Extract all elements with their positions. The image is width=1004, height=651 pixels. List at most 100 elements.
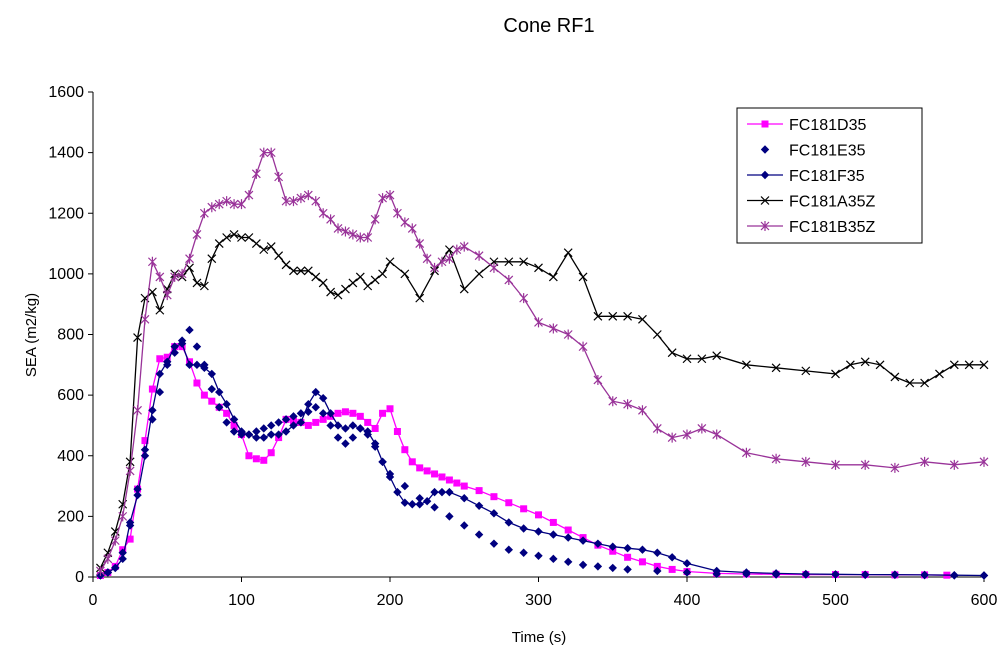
y-tick-label: 1200 bbox=[48, 205, 84, 222]
data-point bbox=[623, 544, 632, 553]
data-point bbox=[333, 421, 343, 430]
data-point bbox=[682, 568, 692, 577]
data-point bbox=[341, 408, 349, 416]
data-point bbox=[489, 509, 499, 518]
data-point bbox=[593, 311, 603, 321]
data-point bbox=[333, 223, 343, 234]
data-point bbox=[437, 487, 447, 497]
data-point bbox=[133, 490, 142, 500]
x-tick-label: 300 bbox=[525, 592, 552, 609]
data-point bbox=[252, 433, 261, 442]
data-point bbox=[949, 360, 959, 370]
data-point bbox=[920, 570, 929, 580]
data-point bbox=[311, 387, 320, 397]
data-point bbox=[251, 168, 261, 179]
data-point bbox=[341, 284, 350, 294]
data-point bbox=[608, 563, 617, 573]
legend-marker bbox=[760, 170, 770, 180]
data-point bbox=[437, 256, 447, 267]
data-point bbox=[653, 548, 662, 557]
data-point bbox=[96, 565, 105, 576]
data-point bbox=[148, 385, 156, 393]
data-point bbox=[260, 456, 268, 464]
data-point bbox=[140, 451, 150, 460]
data-point bbox=[549, 518, 557, 526]
data-point bbox=[237, 199, 246, 210]
data-point bbox=[349, 409, 357, 417]
data-point bbox=[118, 554, 127, 564]
data-point bbox=[348, 278, 358, 288]
data-point bbox=[304, 400, 313, 409]
data-point bbox=[964, 360, 974, 370]
data-point bbox=[326, 409, 335, 418]
data-point bbox=[379, 409, 387, 417]
x-tick-label: 400 bbox=[674, 592, 701, 609]
data-point bbox=[489, 539, 499, 548]
data-point bbox=[111, 563, 120, 573]
data-point bbox=[133, 333, 142, 342]
legend-label: FC181B35Z bbox=[789, 219, 875, 236]
chart-title: Cone RF1 bbox=[503, 15, 594, 37]
data-point bbox=[831, 459, 840, 470]
data-point bbox=[474, 530, 484, 539]
data-point bbox=[771, 363, 781, 373]
data-point bbox=[593, 562, 603, 571]
data-point bbox=[303, 190, 313, 201]
data-point bbox=[252, 455, 260, 463]
data-point bbox=[504, 518, 513, 527]
data-point bbox=[667, 553, 677, 562]
series-line bbox=[100, 345, 947, 577]
data-point bbox=[652, 330, 662, 339]
data-point bbox=[199, 281, 209, 291]
data-point bbox=[312, 418, 320, 426]
data-point bbox=[274, 171, 284, 182]
data-point bbox=[564, 526, 572, 534]
data-point bbox=[564, 557, 573, 567]
legend-marker bbox=[761, 120, 769, 128]
data-point bbox=[311, 272, 321, 282]
data-point bbox=[370, 275, 380, 285]
data-point bbox=[549, 530, 558, 539]
data-point bbox=[222, 400, 231, 409]
data-point bbox=[682, 559, 692, 568]
data-point bbox=[950, 570, 959, 580]
data-point bbox=[416, 464, 424, 472]
data-point bbox=[415, 238, 425, 249]
data-point bbox=[408, 458, 416, 466]
x-tick-label: 500 bbox=[822, 592, 849, 609]
data-point bbox=[244, 233, 254, 242]
data-point bbox=[229, 427, 239, 436]
data-point bbox=[326, 421, 335, 430]
legend-marker bbox=[760, 221, 770, 231]
data-point bbox=[110, 527, 120, 536]
data-point bbox=[623, 565, 632, 574]
data-point bbox=[386, 405, 394, 413]
y-tick-label: 600 bbox=[57, 387, 84, 404]
data-point bbox=[445, 512, 454, 521]
legend-label: FC181A35Z bbox=[789, 194, 875, 211]
legend-item: FC181E35 bbox=[760, 143, 866, 160]
data-point bbox=[831, 570, 840, 579]
data-point bbox=[407, 223, 417, 234]
data-point bbox=[459, 241, 469, 252]
data-point bbox=[193, 379, 201, 387]
data-point bbox=[237, 233, 246, 242]
data-point bbox=[578, 560, 588, 570]
plot-area: 0 200 400 600 800 1000 1200 1400 1600 0 100 200 300 4… bbox=[48, 84, 997, 609]
series-FC181D35 bbox=[96, 343, 951, 579]
data-point bbox=[504, 274, 514, 285]
data-point bbox=[430, 487, 439, 497]
data-point bbox=[430, 262, 439, 273]
data-point bbox=[356, 424, 365, 433]
data-point bbox=[400, 481, 410, 491]
data-point bbox=[845, 360, 855, 370]
data-point bbox=[318, 208, 328, 219]
data-point bbox=[296, 418, 306, 427]
data-point bbox=[459, 284, 469, 294]
data-point bbox=[920, 456, 930, 467]
data-point bbox=[147, 256, 157, 267]
data-point bbox=[192, 229, 202, 240]
data-point bbox=[207, 254, 217, 264]
legend-label: FC181D35 bbox=[789, 117, 866, 134]
data-point bbox=[170, 271, 180, 282]
